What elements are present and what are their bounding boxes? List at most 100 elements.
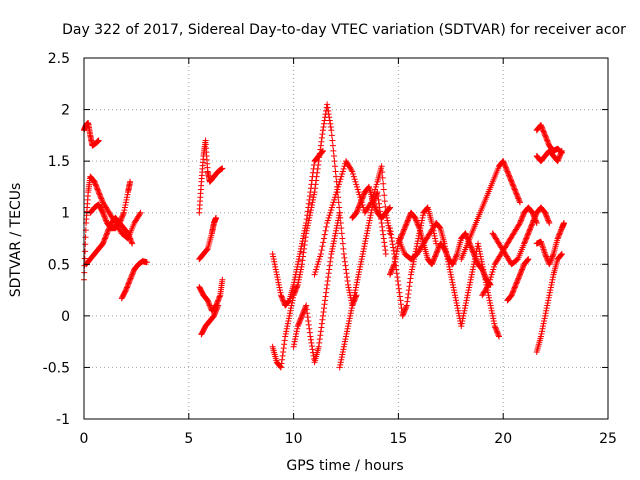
data-point [321, 231, 328, 238]
x-tick-label: 25 [599, 431, 617, 447]
data-point [540, 320, 547, 327]
data-point [334, 220, 341, 227]
data-point [446, 263, 453, 270]
data-point [206, 302, 213, 309]
data-point [504, 169, 511, 176]
data-point [330, 147, 337, 154]
data-point [500, 159, 507, 166]
data-point [270, 253, 277, 260]
data-point [382, 250, 389, 257]
data-point [514, 192, 521, 199]
data-point [308, 339, 315, 346]
data-point [390, 247, 397, 254]
data-point [513, 190, 520, 197]
data-point [436, 223, 443, 230]
data-point [478, 258, 485, 265]
data-point [547, 284, 554, 291]
data-point [531, 216, 538, 223]
data-point [532, 212, 539, 219]
data-point [324, 281, 331, 288]
data-point [270, 256, 277, 263]
data-point [330, 238, 337, 245]
data-point [215, 297, 222, 304]
data-point [101, 236, 108, 243]
data-point [454, 305, 461, 312]
data-point [464, 294, 471, 301]
data-point [103, 217, 110, 224]
x-tick-label: 20 [494, 431, 512, 447]
data-point [403, 302, 410, 309]
data-point [537, 333, 544, 340]
data-point [319, 131, 326, 138]
data-point [517, 270, 524, 277]
data-point [372, 183, 379, 190]
data-point [420, 212, 427, 219]
data-point [333, 173, 340, 180]
data-point [432, 238, 439, 245]
data-point [301, 230, 308, 237]
data-point [315, 258, 322, 265]
data-point [373, 207, 380, 214]
data-point [127, 178, 134, 185]
data-point [333, 189, 340, 196]
data-point [353, 181, 360, 188]
data-point [542, 252, 549, 259]
data-point [314, 261, 321, 268]
data-point [434, 247, 441, 254]
data-point [101, 214, 108, 221]
data-point [488, 307, 495, 314]
data-point [376, 200, 383, 207]
data-point [344, 325, 351, 332]
data-point [319, 316, 326, 323]
data-point [396, 293, 403, 300]
data-point [346, 287, 353, 294]
data-point [509, 290, 516, 297]
data-point [492, 325, 499, 332]
data-point [515, 275, 522, 282]
data-point [508, 292, 515, 299]
data-point [333, 225, 340, 232]
data-point [405, 214, 412, 221]
data-point [513, 280, 520, 287]
data-point [125, 280, 132, 287]
data-point [385, 205, 392, 212]
data-point [320, 123, 327, 130]
data-point [539, 325, 546, 332]
data-point [326, 212, 333, 219]
data-point [542, 310, 549, 317]
data-point [450, 284, 457, 291]
data-point [415, 235, 422, 242]
data-point [459, 318, 466, 325]
data-point [300, 232, 307, 239]
data-point [462, 302, 469, 309]
data-point [287, 307, 294, 314]
data-point [296, 319, 303, 326]
data-point [292, 333, 299, 340]
data-point [344, 278, 351, 285]
data-point [494, 330, 501, 337]
data-point [296, 250, 303, 257]
data-point [381, 198, 388, 205]
data-point [461, 307, 468, 314]
data-point [510, 182, 517, 189]
data-point [325, 111, 332, 118]
data-point [323, 285, 330, 292]
data-point [127, 275, 134, 282]
data-point [502, 163, 509, 170]
data-point [410, 261, 417, 268]
data-point [516, 272, 523, 279]
data-point [336, 204, 343, 211]
data-point [337, 176, 344, 183]
data-point [522, 238, 529, 245]
data-point [380, 235, 387, 242]
data-point [357, 200, 364, 207]
data-point [320, 120, 327, 127]
data-point [467, 243, 474, 250]
data-point [272, 263, 279, 270]
data-point [357, 263, 364, 270]
data-point [324, 278, 331, 285]
data-point [323, 289, 330, 296]
data-point [373, 190, 380, 197]
